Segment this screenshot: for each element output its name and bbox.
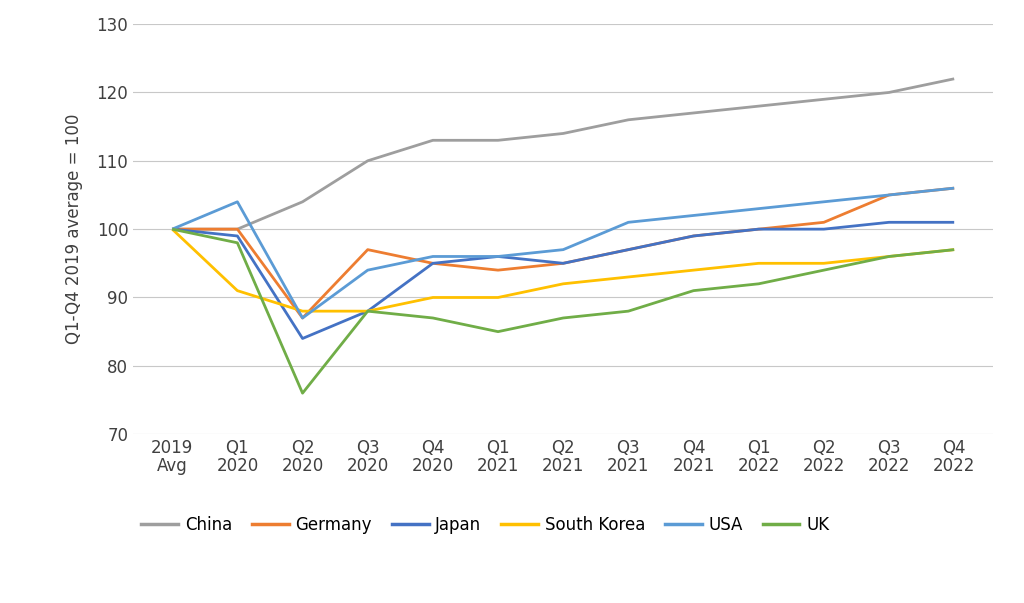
Germany bbox=[231, 226, 244, 233]
China bbox=[166, 226, 178, 233]
South Korea bbox=[753, 260, 765, 267]
USA bbox=[623, 219, 635, 226]
South Korea bbox=[231, 287, 244, 294]
China bbox=[687, 109, 699, 116]
Japan bbox=[948, 219, 961, 226]
UK bbox=[361, 308, 374, 315]
China bbox=[948, 75, 961, 83]
Germany bbox=[948, 185, 961, 192]
South Korea bbox=[166, 226, 178, 233]
South Korea bbox=[361, 308, 374, 315]
USA bbox=[818, 198, 830, 206]
South Korea bbox=[818, 260, 830, 267]
UK bbox=[753, 280, 765, 288]
Y-axis label: Q1-Q4 2019 average = 100: Q1-Q4 2019 average = 100 bbox=[65, 114, 83, 344]
USA bbox=[883, 191, 895, 198]
UK bbox=[296, 390, 308, 397]
China bbox=[623, 116, 635, 124]
USA bbox=[166, 226, 178, 233]
UK bbox=[231, 239, 244, 247]
Germany bbox=[623, 246, 635, 253]
China bbox=[818, 96, 830, 103]
South Korea bbox=[557, 280, 569, 288]
South Korea bbox=[296, 308, 308, 315]
Line: South Korea: South Korea bbox=[172, 229, 954, 311]
Japan bbox=[557, 260, 569, 267]
Japan bbox=[166, 226, 178, 233]
UK bbox=[948, 246, 961, 253]
China bbox=[883, 89, 895, 96]
UK bbox=[818, 267, 830, 274]
China bbox=[296, 198, 308, 206]
Germany bbox=[361, 246, 374, 253]
Germany bbox=[818, 219, 830, 226]
China bbox=[492, 137, 504, 144]
UK bbox=[492, 328, 504, 335]
Germany bbox=[687, 232, 699, 239]
Line: UK: UK bbox=[172, 229, 954, 393]
USA bbox=[492, 253, 504, 260]
USA bbox=[753, 205, 765, 212]
Germany bbox=[557, 260, 569, 267]
Japan bbox=[818, 226, 830, 233]
Japan bbox=[492, 253, 504, 260]
USA bbox=[687, 212, 699, 219]
UK bbox=[557, 314, 569, 321]
Germany bbox=[427, 260, 439, 267]
USA bbox=[427, 253, 439, 260]
Japan bbox=[231, 232, 244, 239]
Japan bbox=[296, 335, 308, 342]
China bbox=[753, 103, 765, 110]
South Korea bbox=[883, 253, 895, 260]
Japan bbox=[687, 232, 699, 239]
China bbox=[557, 130, 569, 137]
Japan bbox=[427, 260, 439, 267]
UK bbox=[687, 287, 699, 294]
UK bbox=[427, 314, 439, 321]
Germany bbox=[492, 267, 504, 274]
South Korea bbox=[492, 294, 504, 301]
USA bbox=[231, 198, 244, 206]
UK bbox=[166, 226, 178, 233]
Line: China: China bbox=[172, 79, 954, 229]
China bbox=[427, 137, 439, 144]
Line: USA: USA bbox=[172, 188, 954, 318]
Japan bbox=[623, 246, 635, 253]
China bbox=[231, 226, 244, 233]
Germany bbox=[883, 191, 895, 198]
Legend: China, Germany, Japan, South Korea, USA, UK: China, Germany, Japan, South Korea, USA,… bbox=[141, 516, 829, 534]
Germany bbox=[753, 226, 765, 233]
USA bbox=[948, 185, 961, 192]
UK bbox=[883, 253, 895, 260]
Japan bbox=[753, 226, 765, 233]
South Korea bbox=[948, 246, 961, 253]
Line: Japan: Japan bbox=[172, 223, 954, 338]
UK bbox=[623, 308, 635, 315]
China bbox=[361, 157, 374, 165]
USA bbox=[296, 314, 308, 321]
Japan bbox=[883, 219, 895, 226]
Germany bbox=[296, 314, 308, 321]
Line: Germany: Germany bbox=[172, 188, 954, 318]
USA bbox=[361, 267, 374, 274]
Japan bbox=[361, 308, 374, 315]
South Korea bbox=[687, 267, 699, 274]
South Korea bbox=[623, 273, 635, 280]
Germany bbox=[166, 226, 178, 233]
South Korea bbox=[427, 294, 439, 301]
USA bbox=[557, 246, 569, 253]
